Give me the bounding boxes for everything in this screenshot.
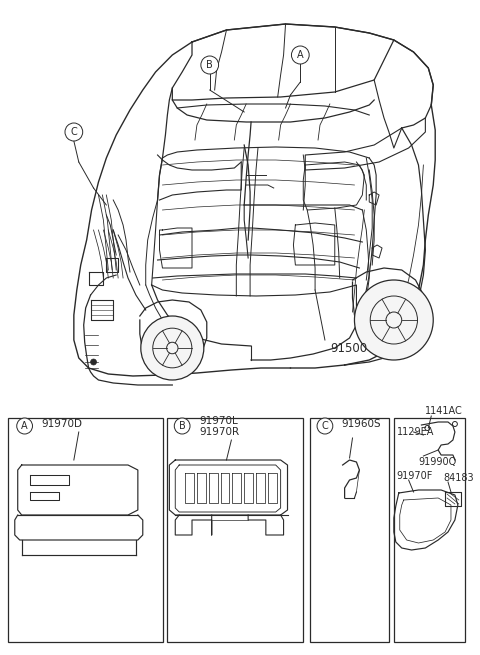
Circle shape: [354, 280, 433, 360]
Text: 91970L: 91970L: [199, 416, 238, 426]
Circle shape: [65, 123, 83, 141]
Circle shape: [174, 418, 190, 434]
Circle shape: [91, 359, 96, 365]
Circle shape: [201, 56, 218, 74]
Text: C: C: [322, 421, 328, 431]
Circle shape: [317, 418, 333, 434]
Text: C: C: [71, 127, 77, 137]
Text: 84183: 84183: [443, 473, 474, 483]
Text: A: A: [297, 50, 304, 60]
Text: 1141AC: 1141AC: [425, 406, 463, 416]
Text: B: B: [179, 421, 186, 431]
Text: B: B: [206, 60, 213, 70]
Text: 91970F: 91970F: [397, 471, 433, 481]
Text: 91960S: 91960S: [342, 419, 381, 429]
Text: 91990Q: 91990Q: [419, 457, 457, 467]
Text: 91500: 91500: [330, 341, 367, 354]
Text: 91970D: 91970D: [41, 419, 83, 429]
Circle shape: [141, 316, 204, 380]
Circle shape: [17, 418, 33, 434]
Text: 1129EA: 1129EA: [397, 427, 434, 437]
Text: 91970R: 91970R: [199, 427, 239, 437]
Text: A: A: [21, 421, 28, 431]
Circle shape: [291, 46, 309, 64]
